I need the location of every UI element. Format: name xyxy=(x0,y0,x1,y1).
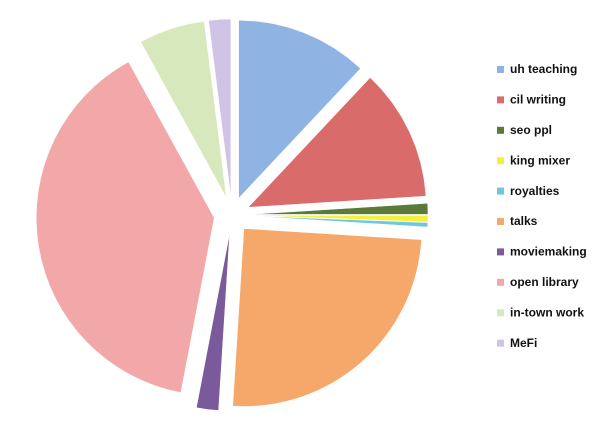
legend-label: moviemaking xyxy=(510,245,587,259)
legend-label: open library xyxy=(510,275,579,289)
pie-slice xyxy=(208,18,232,198)
legend-label: talks xyxy=(510,214,538,228)
legend-swatch xyxy=(497,309,504,317)
legend-swatch xyxy=(497,66,504,73)
legend-label: uh teaching xyxy=(510,62,577,76)
legend-label: MeFi xyxy=(510,336,537,350)
pie-slice xyxy=(249,202,429,215)
pie-slice xyxy=(36,61,215,393)
legend-swatch xyxy=(497,96,504,104)
legend-label: king mixer xyxy=(510,153,570,167)
legend-swatch xyxy=(497,339,504,347)
pie-slice xyxy=(249,215,429,228)
legend-swatch xyxy=(497,187,504,195)
legend-label: royalties xyxy=(510,184,560,198)
legend-label: in-town work xyxy=(510,305,584,319)
legend-swatch xyxy=(497,126,504,134)
pie-slice xyxy=(238,20,361,199)
legend-swatch xyxy=(497,218,504,225)
pie-slice xyxy=(196,232,230,411)
legend-label: cil writing xyxy=(510,93,566,107)
legend-swatch xyxy=(497,248,504,256)
pie-slice xyxy=(247,77,427,208)
legend-swatch xyxy=(497,157,504,165)
pie-slice xyxy=(140,21,227,199)
legend-swatch xyxy=(497,278,504,286)
legend-label: seo ppl xyxy=(510,123,552,137)
pie-slice xyxy=(249,215,429,223)
pie-slice xyxy=(232,228,422,407)
